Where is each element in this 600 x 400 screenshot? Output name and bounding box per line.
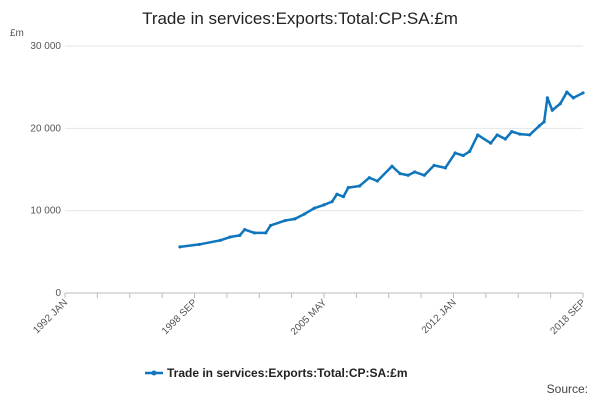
- data-point: [432, 163, 436, 167]
- data-point: [293, 217, 297, 221]
- data-point: [390, 164, 394, 168]
- data-point: [302, 212, 307, 216]
- data-point: [527, 133, 532, 137]
- data-point: [558, 102, 562, 106]
- data-point: [565, 90, 569, 94]
- x-tick-label: 2018 SEP: [548, 297, 588, 337]
- x-tick-label: 2012 JAN: [420, 297, 459, 336]
- data-point: [264, 231, 268, 235]
- source-label: Source:: [547, 382, 588, 396]
- data-point: [581, 91, 585, 95]
- data-point: [476, 133, 480, 137]
- data-point: [375, 179, 380, 183]
- data-point: [335, 192, 339, 196]
- x-tick-label: 1998 SEP: [160, 297, 200, 337]
- data-point: [238, 233, 242, 237]
- data-point: [367, 176, 371, 180]
- data-point: [312, 206, 316, 210]
- data-point: [197, 242, 201, 247]
- data-point: [358, 184, 362, 188]
- x-tick-label: 1992 JAN: [31, 297, 70, 336]
- y-tick-label: 10 000: [30, 206, 61, 217]
- data-point: [550, 108, 554, 112]
- data-point: [413, 170, 417, 174]
- y-tick-label: 30 000: [30, 41, 61, 52]
- y-tick-label: 20 000: [30, 123, 61, 134]
- data-point: [252, 231, 256, 235]
- data-point: [178, 245, 182, 249]
- y-unit-label: £m: [10, 28, 24, 39]
- data-point: [443, 166, 448, 170]
- data-point: [537, 124, 541, 128]
- data-point: [243, 228, 247, 232]
- data-point: [283, 218, 287, 223]
- data-point: [461, 153, 465, 158]
- data-point: [503, 137, 507, 141]
- data-point: [495, 133, 499, 137]
- data-point: [268, 223, 273, 228]
- chart-title: Trade in services:Exports:Total:CP:SA:£m: [142, 9, 458, 28]
- data-point: [542, 120, 546, 124]
- data-point: [322, 203, 326, 207]
- data-point: [341, 195, 346, 199]
- data-point: [510, 130, 514, 134]
- data-point: [453, 151, 457, 155]
- y-tick-label: 0: [55, 288, 61, 299]
- legend-swatch-dot: [151, 370, 157, 376]
- data-point: [468, 149, 472, 153]
- data-point: [330, 200, 334, 204]
- data-point: [571, 96, 575, 100]
- data-point: [218, 238, 222, 242]
- data-point: [228, 235, 232, 239]
- data-point: [398, 172, 402, 176]
- data-point: [422, 173, 426, 177]
- data-point: [489, 141, 493, 145]
- series-line: [179, 90, 584, 249]
- data-point: [518, 132, 522, 136]
- x-tick-label: 2005 MAY: [289, 297, 330, 338]
- data-point: [346, 186, 350, 190]
- legend-label: Trade in services:Exports:Total:CP:SA:£m: [167, 366, 408, 380]
- data-point: [406, 173, 410, 177]
- data-point: [545, 96, 549, 100]
